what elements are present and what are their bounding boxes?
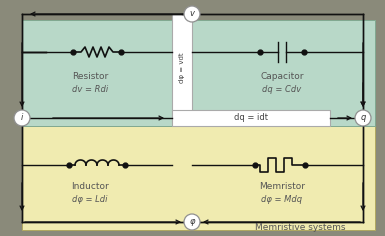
Bar — [172, 14, 192, 122]
Text: dφ = Ldi: dφ = Ldi — [72, 195, 108, 204]
Circle shape — [14, 110, 30, 126]
Bar — [22, 20, 375, 230]
Text: i: i — [21, 114, 23, 122]
Text: Resistor: Resistor — [72, 72, 108, 81]
Text: dφ = Mdq: dφ = Mdq — [261, 195, 303, 204]
Text: dv = Rdi: dv = Rdi — [72, 85, 108, 94]
Text: Inductor: Inductor — [71, 182, 109, 191]
Text: dq = idt: dq = idt — [234, 114, 268, 122]
Text: φ: φ — [189, 218, 195, 227]
Text: dq = Cdv: dq = Cdv — [262, 85, 301, 94]
Text: Capacitor: Capacitor — [260, 72, 304, 81]
Bar — [22, 20, 192, 126]
Circle shape — [355, 110, 371, 126]
Text: v: v — [189, 9, 194, 18]
Text: dφ = vdt: dφ = vdt — [179, 53, 185, 83]
Text: Memristive systems: Memristive systems — [255, 223, 345, 232]
Circle shape — [184, 6, 200, 22]
Bar — [192, 20, 375, 126]
Text: q: q — [360, 114, 366, 122]
Bar — [172, 110, 330, 126]
Text: Memristor: Memristor — [259, 182, 305, 191]
Circle shape — [184, 214, 200, 230]
